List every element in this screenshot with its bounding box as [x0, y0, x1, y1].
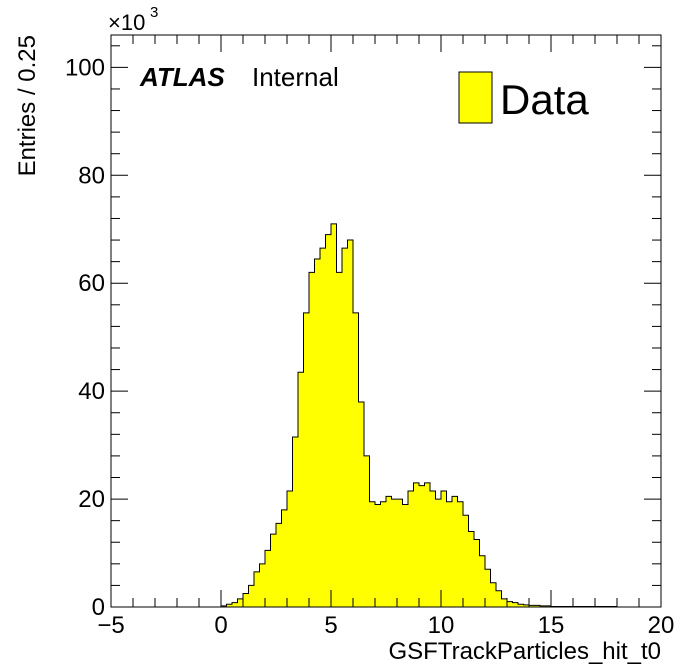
- y-axis-multiplier-exponent: 3: [150, 4, 158, 21]
- histogram-series: [220, 223, 618, 607]
- histogram-bin: [259, 563, 265, 607]
- histogram-bin: [496, 590, 502, 607]
- histogram-bin: [457, 501, 463, 607]
- x-tick-label: 15: [538, 612, 565, 639]
- histogram-bin: [380, 501, 386, 607]
- histogram-bin: [287, 490, 293, 607]
- histogram-bin: [331, 223, 337, 607]
- histogram-bin: [358, 401, 364, 607]
- histogram-bin: [292, 437, 298, 607]
- histogram-bin: [441, 490, 447, 607]
- histogram-bin: [468, 531, 474, 607]
- axis-ticks: [110, 35, 662, 608]
- histogram-bin: [221, 605, 227, 607]
- histogram-bin: [507, 601, 513, 607]
- y-tick-label: 40: [78, 378, 105, 405]
- histogram-bin: [479, 555, 485, 607]
- histogram-bin: [523, 604, 529, 607]
- legend-swatch: [458, 71, 493, 124]
- histogram-bin: [243, 593, 249, 607]
- histogram-bin: [408, 490, 414, 607]
- histogram-bin: [248, 585, 254, 607]
- histogram-bin: [485, 569, 491, 607]
- histogram-bin: [336, 272, 342, 607]
- histogram-bin: [281, 509, 287, 607]
- histogram-bin: [446, 501, 452, 607]
- y-tick-label: 20: [78, 486, 105, 513]
- plot-frame: [110, 34, 662, 608]
- histogram-bin: [309, 272, 315, 607]
- histogram-bin: [534, 605, 540, 607]
- histogram-bin: [540, 605, 546, 607]
- histogram-bin: [276, 523, 282, 607]
- y-axis-multiplier: ×10: [108, 10, 145, 35]
- legend-label: Data: [500, 76, 589, 123]
- histogram-bin: [364, 455, 370, 607]
- histogram-outline: [220, 223, 618, 607]
- histogram-bin: [298, 372, 304, 607]
- histogram-bin: [347, 240, 353, 607]
- x-axis-label: GSFTrackParticles_hit_t0: [388, 638, 661, 665]
- histogram-bin: [463, 515, 469, 607]
- histogram-bin: [386, 496, 392, 607]
- histogram-bin: [375, 504, 381, 607]
- histogram-bin: [270, 534, 276, 607]
- x-tick-label: 5: [324, 612, 337, 639]
- x-tick-label: 20: [648, 612, 675, 639]
- histogram-bin: [320, 248, 326, 607]
- histogram-bin: [452, 496, 458, 607]
- histogram-bin: [512, 602, 518, 607]
- histogram-bin: [430, 490, 436, 607]
- histogram-bin: [369, 501, 375, 607]
- histogram-bin: [232, 602, 238, 607]
- x-tick-label: 10: [428, 612, 455, 639]
- histogram-bin: [237, 598, 243, 607]
- histogram-bin: [413, 482, 419, 607]
- histogram-bin: [303, 312, 309, 607]
- y-tick-label: 100: [65, 54, 105, 81]
- y-tick-label: 60: [78, 270, 105, 297]
- x-tick-label: 0: [214, 612, 227, 639]
- histogram-bin: [254, 571, 260, 607]
- histogram-bin: [474, 539, 480, 607]
- y-axis-label: Entries / 0.25: [14, 35, 41, 176]
- histogram-bin: [325, 234, 331, 607]
- histogram-bin: [501, 598, 507, 607]
- histogram-bin: [545, 605, 551, 607]
- x-tick-label: −5: [97, 612, 124, 639]
- atlas-label: ATLAS: [139, 62, 225, 92]
- histogram-bin: [419, 485, 425, 607]
- histogram-bin: [424, 482, 430, 607]
- histogram-bin: [529, 605, 535, 607]
- histogram-bin: [397, 499, 403, 607]
- histogram-bin: [518, 604, 524, 607]
- y-tick-label: 0: [92, 594, 105, 621]
- histogram-bin: [490, 582, 496, 607]
- histogram-bin: [342, 248, 348, 607]
- histogram-bin: [402, 504, 408, 607]
- histogram-bin: [435, 499, 441, 607]
- histogram-bin: [226, 604, 232, 607]
- histogram-bin: [265, 550, 271, 607]
- histogram-bin: [314, 258, 320, 607]
- atlas-status-label: Internal: [252, 62, 339, 92]
- histogram-bin: [353, 312, 359, 607]
- histogram-bin: [391, 499, 397, 607]
- y-tick-label: 80: [78, 162, 105, 189]
